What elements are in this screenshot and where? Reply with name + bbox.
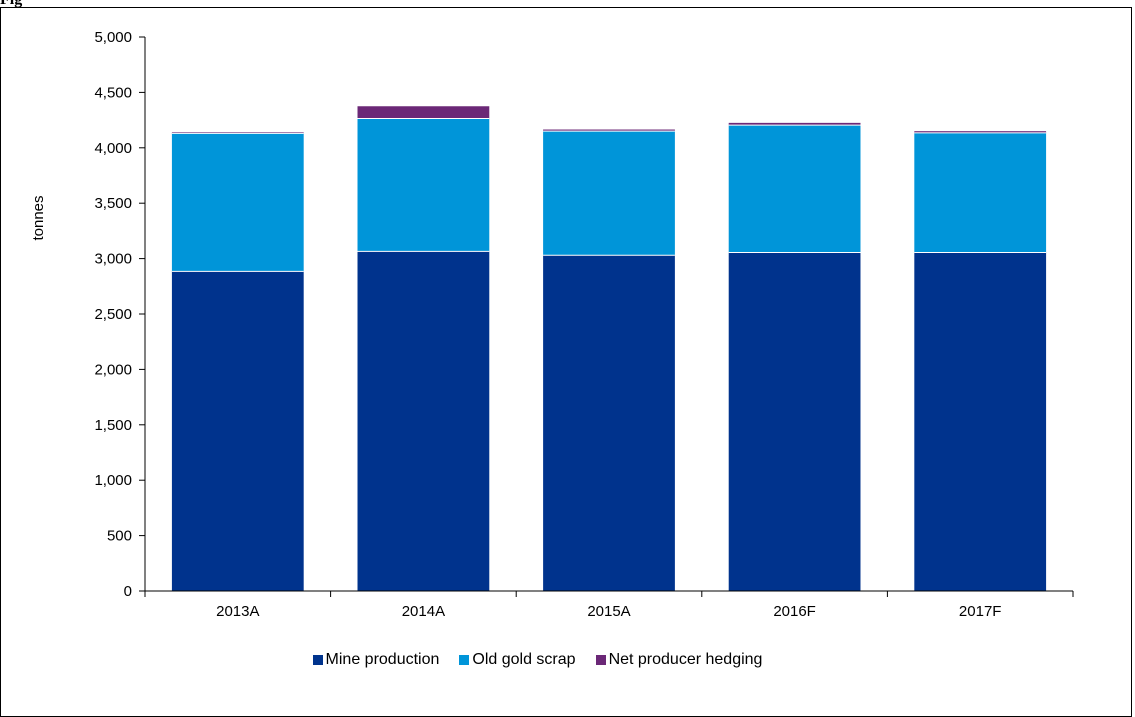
bar-old-gold-scrap-2013a [171,133,304,272]
legend-item: Mine production [312,651,440,669]
legend-label: Old gold scrap [472,651,576,668]
bar-mine-production-2017f [914,252,1047,591]
legend-item: Net producer hedging [595,651,763,669]
y-tick-label: 4,500 [94,84,132,101]
chart-title-strip: Fig [0,0,1135,8]
y-tick-label: 1,500 [94,417,132,434]
bar-net-producer-hedging-2014a [357,106,490,119]
x-tick-label: 2017F [959,603,1002,620]
y-tick-label: 2,000 [94,361,132,378]
legend-label: Net producer hedging [608,651,763,668]
y-tick-label: 4,000 [94,140,132,157]
chart-legend: Mine production Old gold scrap Net produce… [0,651,1075,669]
bar-old-gold-scrap-2014a [357,118,490,252]
legend-label: Mine production [325,651,440,668]
y-axis-title: tonnes [30,195,47,240]
x-tick-label: 2014A [402,603,445,620]
bar-mine-production-2014a [357,251,490,591]
bar-net-producer-hedging-2017f [914,131,1047,133]
bar-net-producer-hedging-2015a [543,129,675,132]
y-tick-label: 500 [107,528,132,545]
y-tick-label: 3,000 [94,251,132,268]
bar-net-producer-hedging-2016f [728,122,861,126]
bar-old-gold-scrap-2016f [728,125,861,253]
x-tick-label: 2015A [587,603,630,620]
x-tick-label: 2016F [773,603,816,620]
legend-swatch [459,655,470,665]
bar-old-gold-scrap-2017f [914,132,1047,253]
legend-swatch [312,655,323,665]
y-tick-label: 2,500 [94,306,132,323]
bar-old-gold-scrap-2015a [543,131,675,256]
bar-mine-production-2016f [728,252,861,591]
y-tick-label: 3,500 [94,195,132,212]
chart-title: Fig [0,0,22,8]
y-tick-label: 0 [124,583,132,600]
x-tick-label: 2013A [216,603,259,620]
bar-mine-production-2015a [543,255,675,591]
y-tick-label: 1,000 [94,472,132,489]
bar-net-producer-hedging-2013a [171,132,304,134]
legend-swatch [595,655,606,665]
y-tick-label: 5,000 [94,29,132,46]
bar-mine-production-2013a [171,271,304,591]
legend-item: Old gold scrap [459,651,576,669]
